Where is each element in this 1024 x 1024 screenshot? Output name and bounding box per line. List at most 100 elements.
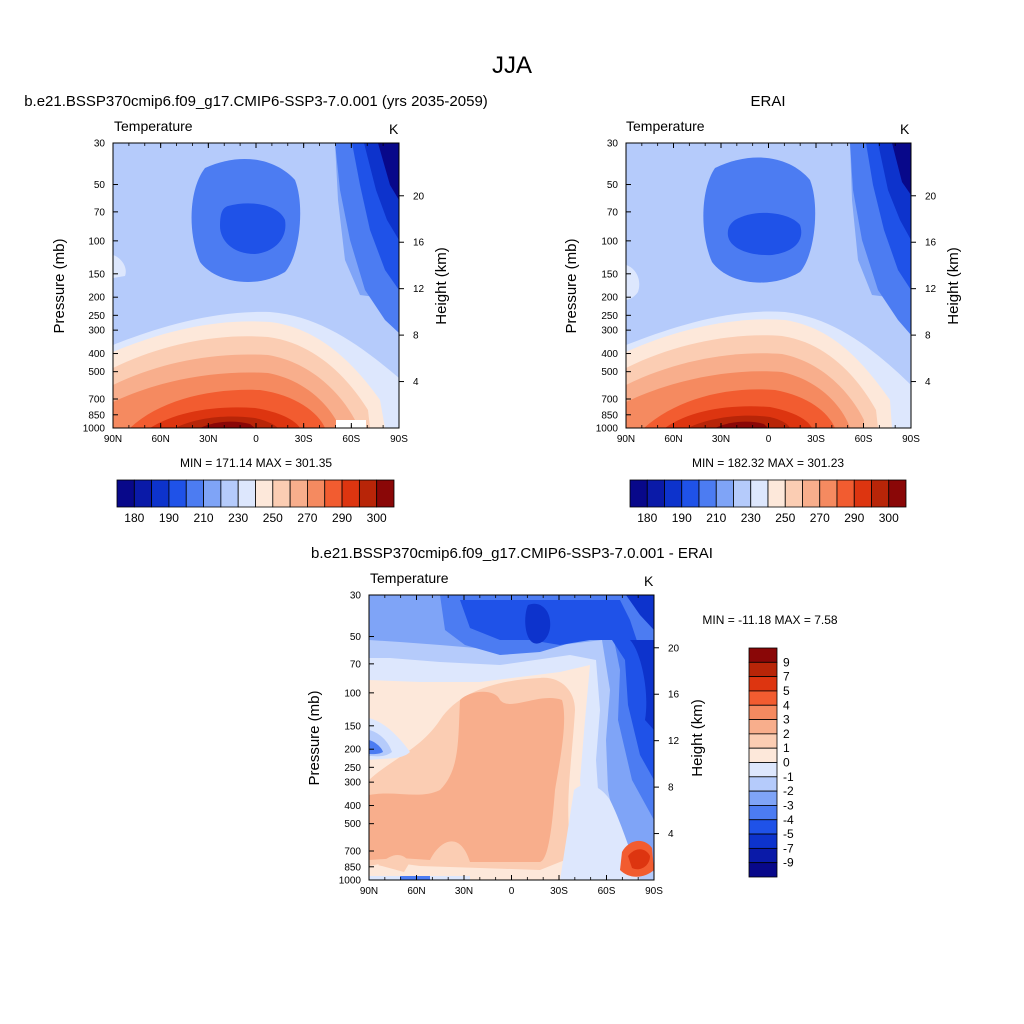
y-axis-right: 20 16 12 8 4 [911, 191, 937, 388]
y-right-tick-label: 8 [925, 331, 931, 342]
band-220-nh [113, 255, 126, 278]
colorbar-label: -5 [783, 827, 794, 841]
colorbar-box [748, 790, 778, 806]
colorbar-box [748, 661, 778, 678]
y-tick-label: 150 [601, 269, 618, 280]
colorbar-label: 270 [810, 511, 830, 525]
colorbar-box [681, 479, 700, 508]
colorbar-box [853, 479, 872, 508]
colorbar-box [748, 719, 778, 735]
colorbar-box [203, 479, 222, 508]
x-tick-label: 60N [664, 434, 682, 445]
y-tick-label: 400 [88, 349, 105, 360]
band-m4-nh [369, 740, 383, 755]
y-tick-label: 200 [601, 293, 618, 304]
x-tick-label: 30N [455, 886, 473, 897]
y-tick-label: 400 [601, 349, 618, 360]
colorbar-box [185, 479, 204, 508]
x-tick-label: 30N [712, 434, 730, 445]
band-m5-top [460, 600, 654, 780]
band-m5-corner [626, 595, 654, 630]
band-300 [200, 421, 255, 428]
x-tick-label: 90S [390, 434, 408, 445]
y-axis-right: 20 16 12 8 4 [654, 643, 680, 840]
y-right-tick-label: 12 [413, 284, 425, 295]
y-axis: 30 50 70 100 150 200 250 300 400 500 700 850 1000 [339, 591, 374, 887]
y-axis: 30 50 70 100 150 200 250 300 400 500 700 850 1000 [83, 139, 118, 435]
colorbar-box [358, 479, 378, 508]
y-tick-label: 50 [350, 632, 362, 643]
colorbar-box [748, 762, 778, 778]
units-label: K [389, 121, 399, 137]
panel-title: ERAI [750, 93, 785, 110]
y-tick-label: 850 [344, 862, 361, 873]
y-axis-title: Pressure (mb) [563, 238, 580, 333]
x-axis: 90N 60N 30N 0 30S 60S 90S [617, 143, 920, 445]
colorbar-box [646, 479, 665, 508]
x-tick-label: 90N [104, 434, 122, 445]
colorbar-label: -4 [783, 813, 794, 827]
y-tick-label: 500 [344, 819, 361, 830]
contour-field [626, 143, 911, 428]
colorbar-label: 290 [844, 511, 864, 525]
y-right-tick-label: 8 [413, 331, 419, 342]
x-tick-label: 0 [509, 886, 515, 897]
colorbar-box [802, 479, 821, 508]
colorbar-box [324, 479, 343, 508]
colorbar-box [784, 479, 803, 508]
x-tick-label: 90N [360, 886, 378, 897]
y-right-tick-label: 20 [925, 191, 937, 202]
y-right-tick-label: 4 [413, 377, 419, 388]
y-tick-label: 250 [88, 311, 105, 322]
y-right-tick-label: 20 [668, 643, 680, 654]
colorbar-label: 4 [783, 698, 790, 712]
colorbar-label: -2 [783, 784, 794, 798]
band-lt180-east [892, 143, 911, 195]
colorbar-label: 3 [783, 713, 790, 727]
colorbar-box [748, 776, 778, 792]
panel-title: b.e21.BSSP370cmip6.f09_g17.CMIP6-SSP3-7.… [24, 93, 488, 110]
colorbar-box [733, 479, 752, 508]
figure-title: JJA [492, 52, 532, 79]
y-tick-label: 150 [88, 269, 105, 280]
band-m7-a [525, 603, 551, 644]
y-right-tick-label: 16 [925, 238, 937, 249]
band-190-tropo [727, 212, 802, 256]
colorbar: 180 190 210 230 250 270 290 300 [116, 479, 395, 525]
panel-title: b.e21.BSSP370cmip6.f09_g17.CMIP6-SSP3-7.… [311, 545, 713, 562]
panel-difference: b.e21.BSSP370cmip6.f09_g17.CMIP6-SSP3-7.… [306, 545, 838, 897]
colorbar-box [629, 479, 648, 508]
y-tick-label: 100 [601, 236, 618, 247]
band-lt180-east [378, 143, 399, 200]
colorbar-label: 290 [332, 511, 352, 525]
units-label: K [644, 573, 654, 589]
colorbar-box [116, 479, 135, 508]
x-axis: 90N 60N 30N 0 30S 60S 90S [360, 595, 663, 897]
colorbar-box [748, 847, 778, 864]
y-axis-right-title: Height (km) [945, 247, 962, 325]
y-tick-label: 250 [601, 311, 618, 322]
x-tick-label: 60S [342, 434, 360, 445]
colorbar-label: 180 [637, 511, 657, 525]
x-tick-label: 90S [902, 434, 920, 445]
y-right-tick-label: 16 [413, 238, 425, 249]
colorbar-label: 270 [297, 511, 317, 525]
y-tick-label: 700 [344, 847, 361, 858]
x-tick-label: 90S [645, 886, 663, 897]
min-max-label: MIN = 171.14 MAX = 301.35 [180, 456, 332, 470]
variable-label: Temperature [114, 118, 193, 134]
y-tick-label: 700 [601, 395, 618, 406]
x-tick-label: 60S [598, 886, 616, 897]
y-tick-label: 70 [350, 659, 362, 670]
y-tick-label: 300 [601, 326, 618, 337]
colorbar-box [750, 479, 769, 508]
x-tick-label: 60N [407, 886, 425, 897]
x-tick-label: 0 [766, 434, 772, 445]
y-right-tick-label: 4 [925, 377, 931, 388]
colorbar-label: 0 [783, 756, 790, 770]
y-axis-title: Pressure (mb) [51, 238, 68, 333]
colorbar-label: 230 [228, 511, 248, 525]
colorbar-box [748, 733, 778, 749]
y-tick-label: 100 [88, 236, 105, 247]
